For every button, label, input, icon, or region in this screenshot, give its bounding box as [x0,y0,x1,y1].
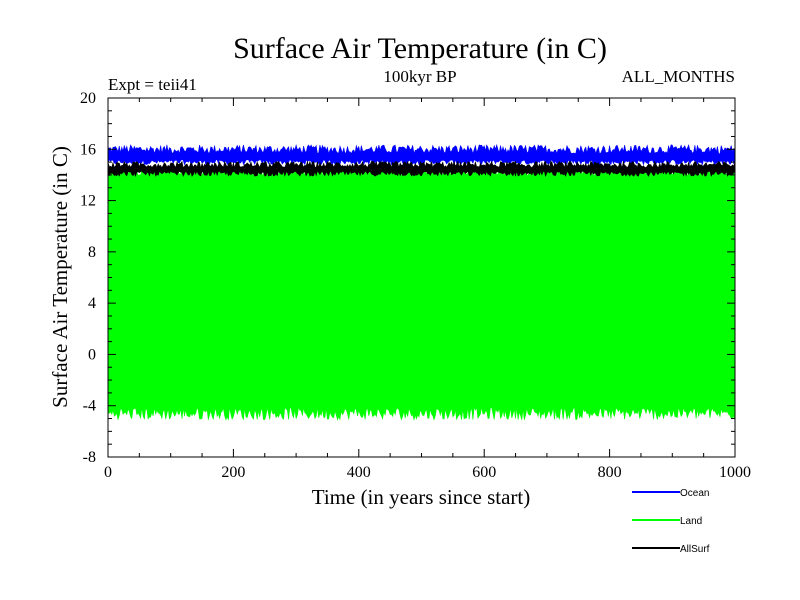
experiment-label: Expt = teii41 [108,75,197,94]
axes [107,97,736,458]
y-tick-label: 20 [80,90,96,107]
x-axis-label: Time (in years since start) [312,485,531,509]
x-tick-label: 400 [347,464,371,481]
y-tick-label: 16 [80,141,96,158]
x-tick-label: 200 [221,464,245,481]
chart-subtitle: 100kyr BP [383,67,456,86]
legend-label: Land [680,516,702,527]
y-tick-label: 12 [80,193,96,210]
x-tick-label: 600 [472,464,496,481]
y-tick-label: -8 [83,449,96,466]
chart-title: Surface Air Temperature (in C) [233,32,607,65]
legend-label: Ocean [680,488,709,499]
y-tick-label: -4 [83,398,96,415]
legend-item-ocean: Ocean [632,488,709,499]
months-label: ALL_MONTHS [622,67,735,86]
series-land-band [107,165,736,421]
x-tick-label: 1000 [719,464,751,481]
legend: Ocean Land AllSurf [632,488,710,555]
x-tick-label: 0 [104,464,112,481]
y-axis-label: Surface Air Temperature (in C) [48,146,72,408]
tick-labels: 0 200 400 600 800 1000 -8 -4 0 4 8 12 16 20 [80,90,751,481]
legend-item-allsurf: AllSurf [632,544,710,555]
legend-item-land: Land [632,516,702,527]
y-tick-label: 4 [88,295,96,312]
x-tick-label: 800 [598,464,622,481]
legend-label: AllSurf [680,544,710,555]
series-ocean-band [107,143,736,166]
y-tick-label: 8 [88,244,96,261]
plot-area [107,143,736,421]
y-tick-label: 0 [88,346,96,363]
